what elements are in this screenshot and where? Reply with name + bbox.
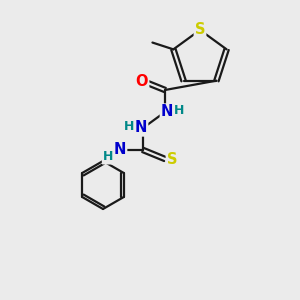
Text: S: S bbox=[195, 22, 205, 38]
Text: O: O bbox=[136, 74, 148, 89]
Text: H: H bbox=[174, 103, 184, 116]
Text: S: S bbox=[167, 152, 177, 166]
Text: N: N bbox=[135, 121, 147, 136]
Text: H: H bbox=[103, 151, 113, 164]
Text: N: N bbox=[114, 142, 126, 158]
Text: H: H bbox=[124, 119, 134, 133]
Text: N: N bbox=[161, 104, 173, 119]
